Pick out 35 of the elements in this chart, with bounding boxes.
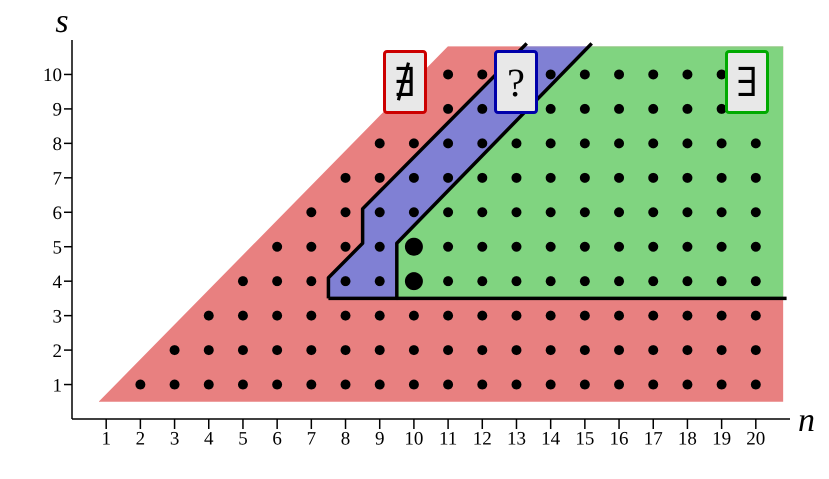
x-tick-label: 9 (374, 428, 384, 450)
x-tick-label: 11 (438, 428, 458, 450)
y-axis-title: s (55, 3, 69, 40)
x-tick-label: 17 (644, 428, 663, 450)
y-tick-label: 8 (52, 134, 62, 156)
y-tick-label: 6 (52, 203, 62, 224)
x-tick-label: 18 (678, 428, 697, 450)
label-box: ∃ (725, 50, 769, 114)
x-tick-label: 4 (204, 428, 214, 450)
x-tick-label: 20 (746, 428, 766, 450)
x-tick-label: 7 (306, 428, 316, 450)
x-tick-label: 13 (506, 428, 526, 450)
x-tick-label: 2 (136, 428, 146, 450)
y-tick-label: 5 (52, 237, 62, 258)
y-tick-label: 3 (52, 306, 62, 328)
y-tick-label: 9 (52, 100, 62, 121)
label-box: ∄ (383, 50, 427, 114)
x-tick-label: 1 (101, 428, 111, 450)
x-tick-label: 10 (404, 428, 424, 450)
x-tick-label: 8 (340, 428, 350, 450)
x-tick-label: 19 (712, 428, 732, 450)
x-tick-label: 15 (575, 428, 594, 450)
x-tick-label: 3 (170, 428, 180, 450)
y-tick-label: 7 (52, 168, 62, 190)
y-tick-label: 10 (43, 65, 62, 86)
x-tick-label: 12 (472, 428, 492, 450)
x-tick-label: 6 (272, 428, 282, 450)
label-box: ? (494, 50, 538, 114)
x-axis-title: n (798, 402, 815, 439)
x-tick-label: 5 (238, 428, 248, 450)
y-tick-label: 1 (52, 375, 62, 396)
y-tick-label: 4 (52, 272, 62, 293)
x-tick-label: 14 (541, 428, 561, 450)
y-tick-label: 2 (52, 340, 62, 362)
x-tick-label: 16 (610, 428, 629, 450)
